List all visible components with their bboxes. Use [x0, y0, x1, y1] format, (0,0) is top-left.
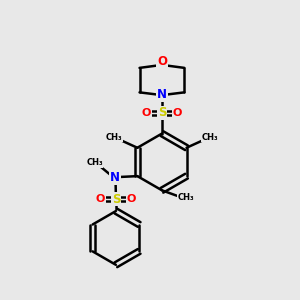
- Text: N: N: [110, 171, 120, 184]
- Text: CH₃: CH₃: [178, 193, 194, 202]
- Text: O: O: [173, 108, 182, 118]
- Text: CH₃: CH₃: [86, 158, 103, 167]
- Text: O: O: [142, 108, 151, 118]
- Text: S: S: [158, 106, 166, 119]
- Text: O: O: [96, 194, 105, 204]
- Text: O: O: [127, 194, 136, 204]
- Text: CH₃: CH₃: [201, 133, 218, 142]
- Text: S: S: [112, 193, 120, 206]
- Text: N: N: [157, 88, 167, 101]
- Text: CH₃: CH₃: [106, 133, 123, 142]
- Text: O: O: [157, 55, 167, 68]
